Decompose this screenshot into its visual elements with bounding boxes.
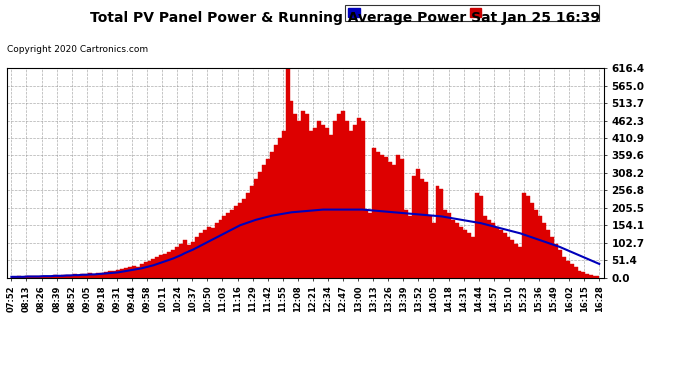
Text: Copyright 2020 Cartronics.com: Copyright 2020 Cartronics.com — [7, 45, 148, 54]
Legend: Average  (DC Watts), PV Panels  (DC Watts): Average (DC Watts), PV Panels (DC Watts) — [346, 5, 599, 21]
Text: Total PV Panel Power & Running Average Power Sat Jan 25 16:39: Total PV Panel Power & Running Average P… — [90, 11, 600, 25]
